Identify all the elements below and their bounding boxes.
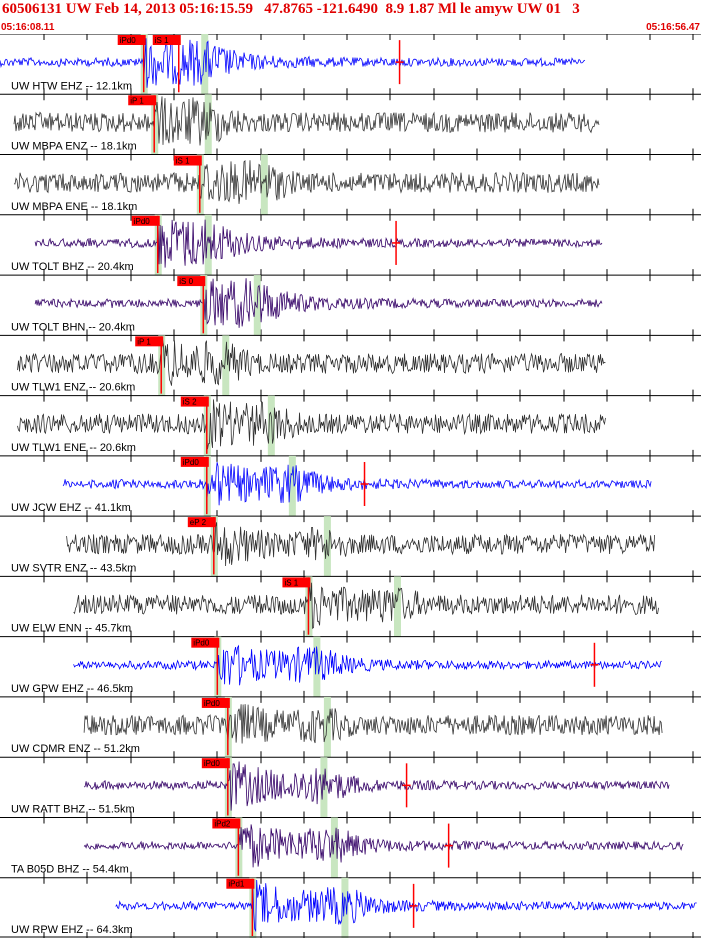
trace-label: UW TLW1 ENZ -- 20.6km [11, 382, 135, 394]
waveform-trace [66, 522, 655, 567]
waveform-trace [34, 278, 603, 328]
pick-label-box [201, 697, 230, 708]
waveform-trace [83, 824, 684, 868]
waveform-trace [34, 219, 603, 268]
waveform-trace [83, 704, 663, 744]
pick-window [204, 94, 212, 155]
pick-label-box [191, 637, 220, 648]
pick-label: iS 1 [284, 578, 298, 587]
trace-label: UW JCW EHZ -- 41.1km [11, 502, 131, 514]
trace-label: UW RPW EHZ -- 64.3km [11, 924, 133, 936]
trace-label: UW HTW EHZ -- 12.1km [11, 80, 132, 92]
waveform-trace [73, 644, 662, 686]
pick-label-box [173, 155, 202, 166]
trace-label: UW CDMR ENZ -- 51.2km [11, 743, 140, 755]
trace-label: UW RATT BHZ -- 51.5km [11, 803, 135, 815]
trace-label: TA B05D BHZ -- 54.4km [11, 864, 129, 876]
waveform-trace [62, 462, 652, 506]
pick-label-box [117, 35, 146, 45]
pick-window [313, 636, 321, 697]
waveform-trace [17, 399, 606, 450]
waveform-trace [17, 339, 606, 386]
waveform-trace [83, 761, 670, 811]
pick-label: eP 2 [190, 518, 207, 527]
waveform-trace [115, 879, 697, 933]
pick-window [201, 34, 209, 95]
pick-label-box [180, 396, 209, 407]
pick-label: iP 1 [130, 96, 144, 105]
waveform-trace [13, 160, 600, 204]
pick-label: iPd2 [214, 819, 231, 828]
waveform-trace [0, 38, 586, 88]
waveform-trace [13, 96, 600, 146]
pick-window [330, 817, 338, 878]
trace-label: UW GPW EHZ -- 46.5km [11, 683, 133, 695]
waveform-trace [73, 581, 659, 630]
pick-label-box [187, 517, 216, 528]
pick-label: iS 0 [179, 277, 193, 286]
pick-window [341, 877, 349, 938]
pick-label-box [177, 276, 206, 287]
end-time: 05:16:56.47 [646, 22, 700, 33]
pick-label: iPd0 [204, 759, 221, 768]
pick-window [260, 154, 268, 215]
pick-label: iPd0 [193, 639, 210, 648]
pick-label-box [152, 35, 181, 45]
trace-label: UW ELW ENN -- 45.7km [11, 623, 131, 635]
pick-window [323, 696, 331, 758]
trace-label: UW SVTR ENZ -- 43.5km [11, 562, 136, 574]
seismogram-panel: iPd0 iS 1 UW HTW EHZ -- 12.1km iP 1 UW MBPA … [0, 34, 701, 938]
pick-window [267, 395, 275, 456]
pick-window [394, 576, 402, 637]
pick-label-box [180, 456, 209, 467]
trace-label: UW TLW1 ENE -- 20.6km [11, 442, 136, 454]
pick-label: iPd0 [134, 217, 151, 226]
pick-window [222, 335, 230, 396]
pick-label: iS 2 [183, 398, 197, 407]
pick-label-box [226, 878, 255, 889]
pick-label-box [282, 577, 311, 588]
trace-label: UW MBPA ENE -- 18.1km [11, 201, 137, 213]
start-time: 05:16:08.11 [1, 22, 55, 33]
pick-label-box [131, 215, 160, 226]
pick-label-box [128, 95, 157, 106]
trace-label: UW TOLT BHZ -- 20.4km [11, 261, 134, 273]
pick-window [288, 455, 296, 517]
pick-label: iPd1 [228, 880, 245, 889]
trace-label: UW MBPA ENZ -- 18.1km [11, 141, 137, 153]
trace-label: UW TOLT BHN -- 20.4km [11, 321, 135, 333]
pick-label: iPd0 [120, 36, 137, 45]
pick-window [204, 214, 212, 276]
pick-label-box [212, 818, 241, 829]
pick-label: iPd0 [204, 699, 221, 708]
pick-label-box [135, 336, 164, 347]
pick-label: iPd0 [183, 458, 200, 467]
event-title: 60506131 UW Feb 14, 2013 05:16:15.59 47.… [2, 1, 580, 17]
pick-label: iP 1 [137, 337, 151, 346]
pick-label: iS 1 [176, 157, 190, 166]
pick-label-box [201, 758, 230, 769]
pick-label: iS 1 [155, 36, 169, 45]
